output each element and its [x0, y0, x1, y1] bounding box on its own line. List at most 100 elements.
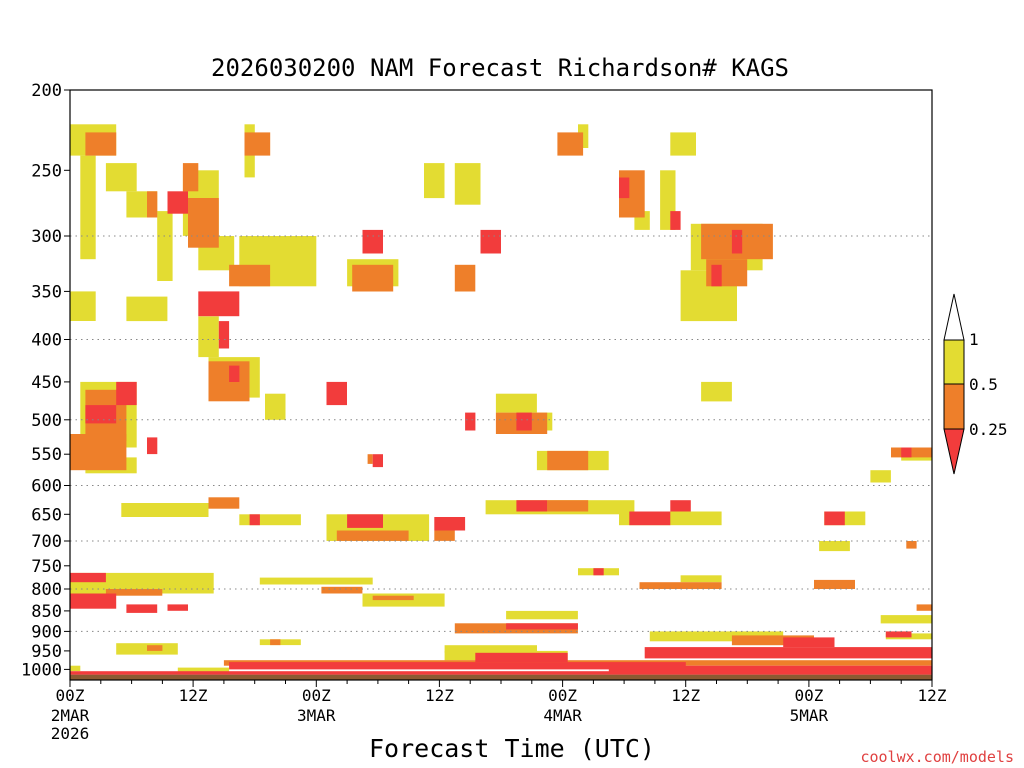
heatmap-cell-orange [814, 579, 855, 589]
colorbar-top-arrow [943, 293, 965, 341]
heatmap-cell-red [516, 500, 548, 512]
heatmap-cell-yellow [239, 514, 301, 526]
colorbar-label: 0.25 [969, 420, 1008, 439]
y-tick-label: 450 [31, 373, 62, 393]
heatmap-cell-red [218, 321, 230, 349]
heatmap-cell-red [126, 604, 158, 613]
colorbar-label: 0.5 [969, 375, 998, 394]
heatmap-cell-orange [147, 645, 163, 651]
heatmap-cell-red [465, 412, 476, 431]
y-tick-label: 800 [31, 580, 62, 600]
heatmap-cell-yellow [454, 163, 481, 205]
heatmap-cell-yellow [70, 665, 81, 672]
heatmap-cell-red [362, 229, 383, 254]
heatmap-cell-yellow [506, 610, 578, 620]
heatmap-cell-yellow [105, 163, 137, 192]
heatmap-cell-red [731, 229, 743, 254]
heatmap-cell-orange [182, 163, 199, 192]
heatmap-cell-red [783, 637, 835, 648]
y-tick-label: 550 [31, 445, 62, 465]
heatmap-cell-orange [639, 582, 722, 589]
heatmap-cell-orange [434, 530, 455, 541]
heatmap-cell-red [670, 211, 681, 230]
heatmap-cell-yellow [265, 393, 286, 420]
heatmap-cell-yellow [70, 291, 96, 321]
heatmap-cell-red [824, 511, 845, 526]
x-tick-label: 00Z [56, 686, 85, 705]
y-tick-label: 600 [31, 477, 62, 497]
colorbar-label: 1 [969, 330, 979, 349]
colorbar-segment-orange [943, 383, 965, 430]
x-axis-title: Forecast Time (UTC) [369, 734, 655, 763]
colorbar-legend: 1 0.5 0.25 [943, 293, 1008, 475]
x-tick-label: 00Z [548, 686, 577, 705]
y-tick-label: 750 [31, 557, 62, 577]
pressure-gridlines [70, 235, 932, 632]
heatmap-cells [70, 124, 933, 675]
heatmap-cell-yellow [177, 667, 230, 673]
heatmap-cell-orange [229, 264, 271, 287]
heatmap-cell-orange [188, 198, 219, 248]
heatmap-cell-red [670, 500, 691, 512]
heatmap-cell-orange [547, 500, 589, 512]
heatmap-cell-red [167, 604, 188, 611]
heatmap-cell-yellow [701, 381, 732, 402]
heatmap-cell-red [147, 437, 158, 455]
heatmap-cell-yellow [121, 503, 209, 517]
heatmap-cell-orange [321, 586, 363, 594]
colorbar-bottom-arrow [943, 428, 965, 475]
heatmap-cell-orange [105, 589, 163, 596]
heatmap-cell-orange [557, 132, 584, 156]
heatmap-cell-yellow [424, 163, 445, 199]
heatmap-cell-orange [147, 191, 158, 218]
heatmap-cell-yellow [870, 470, 891, 483]
x-year-label: 2026 [51, 724, 90, 743]
y-tick-label: 650 [31, 505, 62, 525]
chart-title: 2026030200 NAM Forecast Richardson# KAGS [211, 54, 789, 82]
heatmap-cell-red [326, 381, 347, 406]
heatmap-cell-red [229, 662, 686, 670]
y-tick-label: 300 [31, 227, 62, 247]
y-tick-label: 500 [31, 411, 62, 431]
heatmap-cell-red [70, 593, 117, 609]
heatmap-cell-orange [270, 639, 281, 646]
heatmap-cell-orange [372, 595, 414, 601]
x-tick-label: 00Z [794, 686, 823, 705]
y-tick-label: 350 [31, 282, 62, 302]
heatmap-cell-red [619, 177, 630, 199]
heatmap-cell-yellow [126, 296, 168, 322]
heatmap-cell-red [116, 381, 137, 406]
heatmap-cell-orange [208, 497, 240, 509]
heatmap-cell-red [85, 405, 117, 424]
heatmap-cell-red [167, 191, 188, 214]
heatmap-cell-red [506, 623, 578, 630]
y-tick-label: 850 [31, 602, 62, 622]
heatmap-cell-red [434, 517, 466, 531]
heatmap-cell-red [480, 229, 501, 254]
y-tick-label: 950 [31, 642, 62, 662]
heatmap-cell-orange [454, 264, 476, 292]
y-tick-label: 700 [31, 532, 62, 552]
heatmap-cell-red [644, 647, 932, 659]
heatmap-cell-red [198, 291, 240, 317]
x-date-label: 5MAR [790, 706, 829, 725]
heatmap-cell-red [347, 514, 383, 528]
heatmap-cell-red [608, 665, 933, 673]
heatmap-cell-red [885, 631, 912, 638]
x-date-label: 4MAR [543, 706, 582, 725]
heatmap-cell-yellow [198, 316, 219, 358]
heatmap-cell-yellow [259, 577, 373, 585]
x-tick-label: 12Z [671, 686, 700, 705]
heatmap-cell-red [70, 671, 932, 675]
y-tick-label: 900 [31, 622, 62, 642]
y-tick-label: 1000 [21, 660, 62, 680]
x-tick-label: 12Z [918, 686, 947, 705]
heatmap-cell-red [70, 572, 106, 583]
heatmap-cell-yellow [670, 132, 696, 156]
heatmap-cell-orange [336, 530, 409, 541]
heatmap-cell-yellow [495, 393, 537, 413]
heatmap-cell-yellow [157, 211, 173, 281]
heatmap-cell-yellow [70, 572, 214, 594]
surface-ground-bar [70, 674, 932, 680]
